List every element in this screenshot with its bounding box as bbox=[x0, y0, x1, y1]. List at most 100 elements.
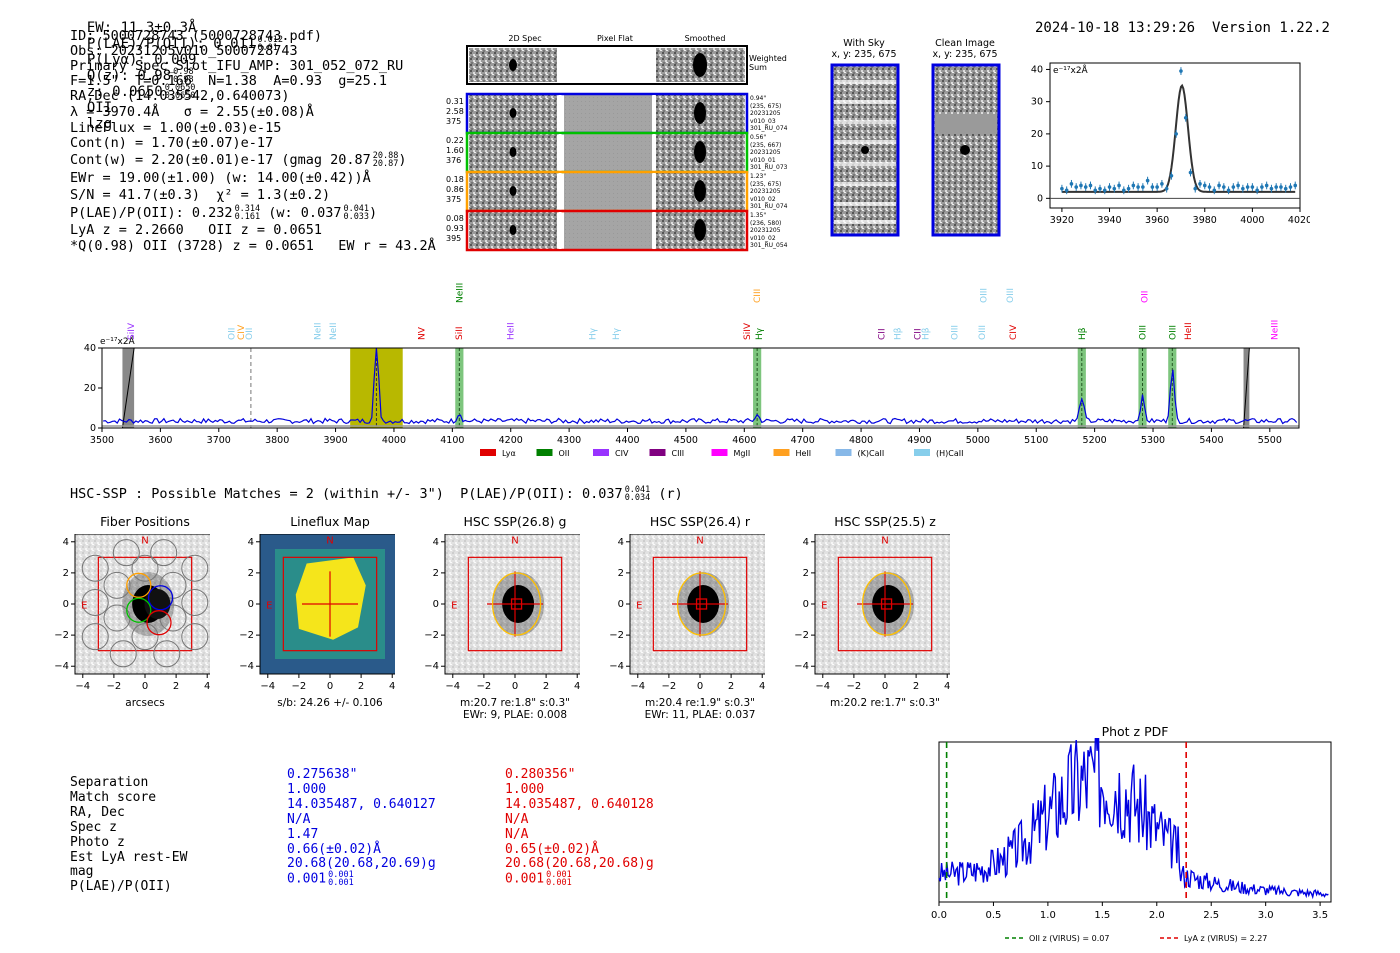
spec-xtick-label: 4300 bbox=[557, 435, 581, 446]
spectral-line-label: NeIII bbox=[1270, 320, 1280, 340]
header-plya: P(Lyα): 0.009 bbox=[86, 52, 197, 68]
spectral-line-label: Hβ bbox=[1078, 327, 1088, 340]
spec-ylabel: e⁻¹⁷x2Å bbox=[100, 335, 136, 347]
zoom-xtick-label: 4020 bbox=[1288, 215, 1310, 226]
spec-xtick-label: 4800 bbox=[849, 435, 873, 446]
spec-xtick-label: 4100 bbox=[440, 435, 464, 446]
info-cont-w: Cont(w) = 2.20(±0.01)e-17 (gmag 20.87 20.… bbox=[70, 151, 407, 169]
fiber-smooth-source-0 bbox=[694, 102, 706, 124]
zoom-ytick-label: 10 bbox=[1031, 161, 1043, 172]
withsky-bands bbox=[834, 80, 896, 224]
match-row-label: Est LyA rest-EW bbox=[70, 850, 188, 865]
match-cell: 0.275638" bbox=[287, 767, 358, 782]
photz-title: Phot z PDF bbox=[1101, 724, 1169, 739]
fiber-meta-line: v010_02 bbox=[750, 195, 776, 203]
spectral-line-label: Hγ bbox=[612, 327, 622, 340]
spectral-line-label: Hγ bbox=[755, 327, 765, 340]
hsc-xtick-label: −2 bbox=[107, 681, 122, 692]
fiber-ring bbox=[81, 623, 109, 651]
info-cont-n: Cont(n) = 1.70(±0.07)e-17 bbox=[70, 135, 274, 151]
match-cell: 14.035487, 0.640127 bbox=[287, 797, 436, 812]
zoom-data-point bbox=[1283, 186, 1288, 191]
hsc-panel-caption: m:20.4 re:1.9" s:0.3" bbox=[645, 697, 755, 709]
spectral-line-label: Hβ bbox=[893, 327, 903, 340]
fiber-2d-source-3 bbox=[509, 225, 517, 235]
zoom-data-point bbox=[1174, 132, 1178, 136]
fiber-value: 0.31 bbox=[446, 97, 464, 106]
zoom-data-point bbox=[1188, 170, 1193, 175]
zoom-data-point bbox=[1207, 185, 1212, 189]
timestamp: 2024-10-18 13:29:26 bbox=[1034, 20, 1196, 36]
fiber-value: 375 bbox=[446, 195, 462, 204]
zoom-ytick-label: 30 bbox=[1031, 97, 1043, 108]
pdf-xtick-label: 2.5 bbox=[1203, 910, 1219, 921]
fiber-ring bbox=[153, 640, 181, 668]
match-row-label: mag bbox=[70, 864, 94, 879]
east-label: E bbox=[636, 601, 642, 612]
spec-xtick-label: 3600 bbox=[148, 435, 172, 446]
zoom-data-point bbox=[1250, 185, 1255, 189]
legend-label: MgII bbox=[734, 449, 751, 458]
spectral-line-label: NeII bbox=[313, 322, 323, 340]
cutout-grid bbox=[465, 45, 749, 252]
header-qz: Q(z): 0.98 bbox=[86, 68, 172, 84]
hsc-xtick-label: −2 bbox=[662, 681, 677, 692]
version: Version 1.22.2 bbox=[1211, 20, 1330, 36]
fiber-meta-line: (235, 667) bbox=[750, 141, 782, 149]
zoom-data-point bbox=[1160, 182, 1164, 186]
spectral-line-label: OIII bbox=[1168, 325, 1178, 340]
info-primary: Primary Spec_Slot_IFU_AMP: 301_052_072_R… bbox=[70, 58, 404, 74]
hsc-xtick-label: 2 bbox=[728, 681, 734, 692]
spec-ytick-label: 20 bbox=[84, 383, 96, 394]
info-lya: LyA z = 2.2660 OII z = 0.0651 bbox=[70, 222, 322, 238]
hsc-xtick-label: −4 bbox=[815, 681, 830, 692]
info-plae: P(LAE)/P(OII): 0.232 0.314 0.161 (w: 0.037… bbox=[70, 204, 378, 222]
zoom-data-point bbox=[1064, 188, 1069, 193]
north-label: N bbox=[326, 535, 333, 546]
hsc-ytick-label: −2 bbox=[239, 630, 254, 641]
match-row-label: P(LAE)/P(OII) bbox=[70, 879, 172, 894]
pdf-legend-label: LyA z (VIRUS) = 2.27 bbox=[1184, 934, 1267, 943]
fiber-meta-1: 0.56" (235, 667) 20231205 v010_01 301_RU_073 bbox=[750, 134, 787, 172]
spectral-line-label: Hβ bbox=[921, 327, 931, 340]
spec-xtick-label: 4200 bbox=[499, 435, 523, 446]
spectral-line-label: CII bbox=[878, 328, 888, 340]
hsc-xtick-label: −2 bbox=[847, 681, 862, 692]
spec-xtick-label: 5200 bbox=[1083, 435, 1107, 446]
spectral-line-label: Hγ bbox=[588, 327, 598, 340]
fiber-meta-line: 20231205 bbox=[750, 188, 781, 195]
zoom-data-point bbox=[1083, 185, 1088, 189]
fiber-meta-line: v010_01 bbox=[750, 156, 776, 164]
spec-xtick-label: 5000 bbox=[966, 435, 990, 446]
match-row-label: Spec z bbox=[70, 820, 117, 835]
zoom-xtick-label: 3940 bbox=[1097, 215, 1121, 226]
legend-label: (H)CaII bbox=[936, 449, 963, 458]
zoom-data-point bbox=[1274, 185, 1278, 189]
zoom-data-point bbox=[1212, 188, 1217, 193]
match-cell: 0.66(±0.02)Å bbox=[287, 842, 381, 857]
aperture-ellipse bbox=[491, 572, 542, 636]
match-row-label: Match score bbox=[70, 790, 157, 805]
pdf-xtick-label: 0.5 bbox=[985, 910, 1001, 921]
match-cell: 1.000 bbox=[505, 782, 545, 797]
spectral-line-label: NeIII bbox=[455, 283, 465, 303]
hsc-summary: HSC-SSP : Possible Matches = 2 (within +… bbox=[70, 485, 683, 503]
clean-band bbox=[935, 114, 997, 134]
fiber-meta-line: 301_RU_074 bbox=[750, 203, 788, 210]
hsc-xtick-label: 4 bbox=[944, 681, 950, 692]
match-cell: 0.001 0.001 0.001 bbox=[505, 870, 572, 888]
fiber-value: 395 bbox=[446, 234, 462, 243]
spectral-line-label: CIV bbox=[237, 324, 247, 340]
fiber-values-1: 0.22 1.60 376 bbox=[446, 136, 464, 166]
hsc-xtick-label: −4 bbox=[75, 681, 90, 692]
fiber-meta-line: (235, 675) bbox=[750, 180, 782, 188]
zoom-data-point bbox=[1122, 188, 1126, 193]
fiber-meta-line: 301_RU_074 bbox=[750, 125, 788, 132]
fiber-flat-2 bbox=[564, 173, 652, 210]
hsc-ytick-label: 2 bbox=[803, 568, 809, 579]
north-label: N bbox=[511, 535, 518, 546]
hsc-ytick-label: 4 bbox=[63, 537, 69, 548]
col-2d-spec: 2D Spec bbox=[508, 34, 542, 43]
zoom-data-point bbox=[1217, 183, 1221, 188]
hsc-ytick-label: −2 bbox=[609, 630, 624, 641]
